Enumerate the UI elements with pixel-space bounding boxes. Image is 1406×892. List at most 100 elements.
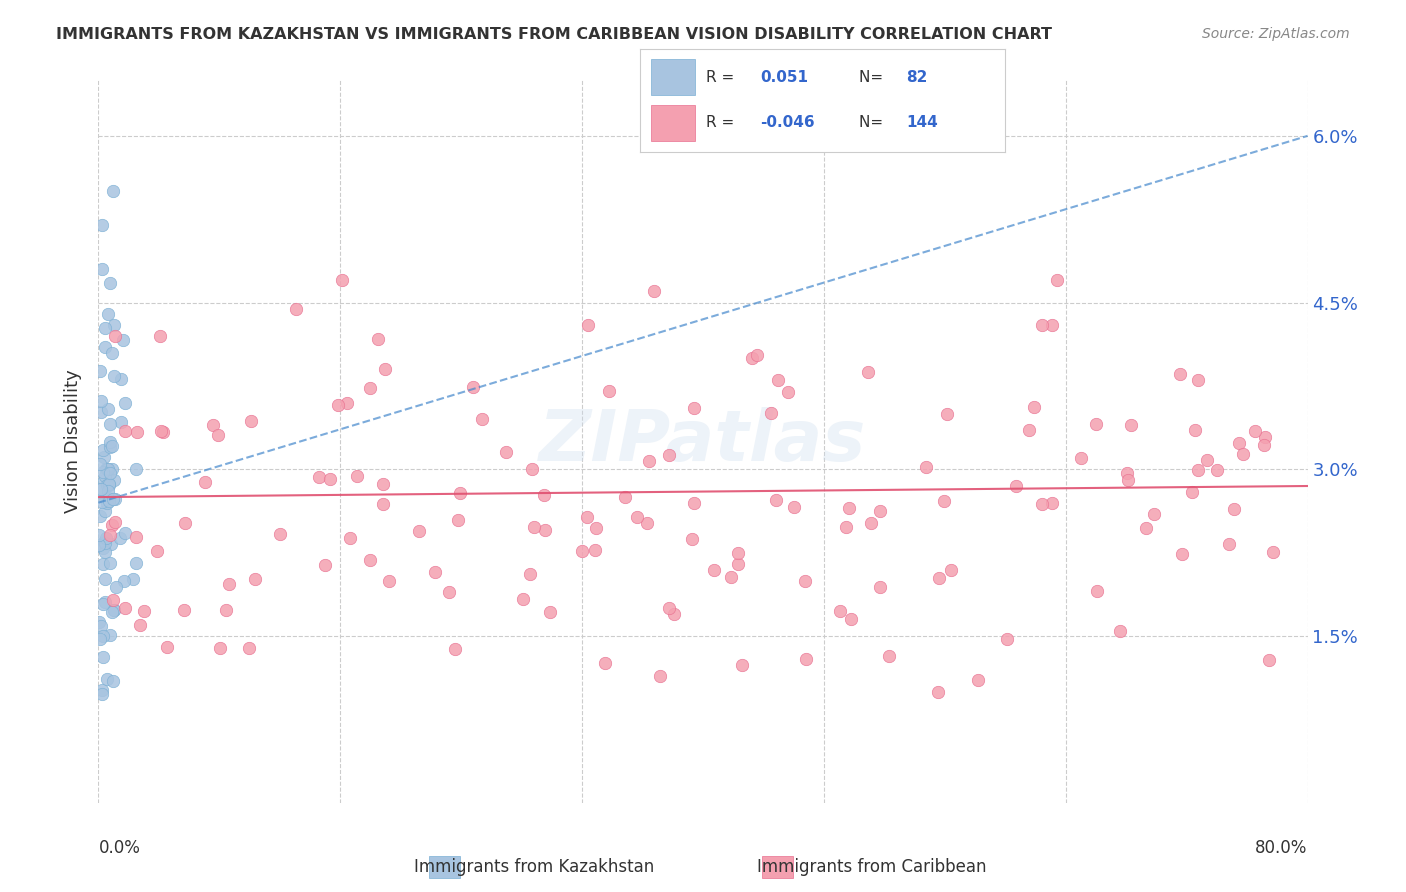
Point [243,572,266,586]
Point [1118,473,1140,487]
Point [100,536,122,550]
Point [765,493,787,508]
Point [1085,417,1108,431]
Point [91,629,114,643]
Point [96,462,118,476]
Point [1018,423,1040,437]
Point [104,492,127,507]
Point [330,273,353,287]
Point [747,348,769,362]
Point [91,218,114,232]
Text: IMMIGRANTS FROM KAZAKHSTAN VS IMMIGRANTS FROM CARIBBEAN VISION DISABILITY CORREL: IMMIGRANTS FROM KAZAKHSTAN VS IMMIGRANTS… [56,27,1052,42]
Point [1258,653,1281,667]
Point [877,649,900,664]
Point [1187,373,1209,387]
Point [1227,436,1250,450]
Point [371,497,394,511]
Y-axis label: Vision Disability: Vision Disability [65,369,83,514]
Text: -0.046: -0.046 [761,115,815,130]
Text: 0.0%: 0.0% [98,838,141,857]
Point [367,332,389,346]
Point [90,404,112,418]
Point [97,477,120,491]
Point [523,519,546,533]
Point [238,640,260,655]
Point [152,425,174,439]
Point [156,640,179,655]
Point [1135,521,1157,535]
Point [91,649,114,664]
Point [98,556,121,570]
Point [89,482,111,496]
Text: Source: ZipAtlas.com: Source: ZipAtlas.com [1202,27,1350,41]
Point [336,395,359,409]
Point [101,605,124,619]
Text: Immigrants from Kazakhstan: Immigrants from Kazakhstan [415,858,654,876]
Point [114,600,136,615]
Point [90,687,112,701]
Point [339,531,361,545]
Point [638,454,661,468]
Point [114,525,136,540]
Point [101,439,124,453]
Point [103,603,125,617]
Point [89,482,111,496]
Point [145,544,167,558]
Point [125,462,148,476]
Point [359,553,381,567]
Point [1187,463,1209,477]
Point [683,496,706,510]
Point [101,518,124,533]
Point [793,574,815,589]
Text: N=: N= [859,70,889,86]
Point [1253,438,1275,452]
Point [201,417,224,432]
Point [174,516,197,531]
Point [104,516,127,530]
Point [495,444,517,458]
Point [215,603,238,617]
Point [1223,501,1246,516]
Point [643,285,665,299]
Point [727,558,749,572]
Point [371,476,394,491]
Point [1005,479,1028,493]
Point [828,604,851,618]
Point [101,491,124,506]
Point [89,458,111,472]
Point [519,567,541,582]
Point [1218,537,1240,551]
Point [93,474,115,488]
Point [112,574,135,588]
Point [1197,452,1219,467]
Point [125,556,148,570]
Point [97,462,120,476]
Text: R =: R = [706,115,738,130]
Point [741,351,763,366]
Point [533,487,555,501]
Point [858,365,880,379]
Point [512,592,534,607]
Point [928,571,950,585]
Point [658,601,681,615]
Point [761,405,783,419]
Point [939,563,962,577]
Point [93,321,115,335]
Point [101,462,124,476]
Point [101,346,124,360]
Point [838,501,860,516]
Point [90,682,112,697]
Point [173,603,195,617]
Point [240,414,263,428]
Point [914,459,936,474]
Point [90,394,112,409]
Point [614,490,637,504]
Text: 82: 82 [907,70,928,86]
Point [308,470,330,484]
Point [683,401,706,416]
Point [98,467,121,481]
Point [98,434,121,449]
Point [89,615,111,629]
Point [585,521,607,535]
Point [96,531,118,545]
